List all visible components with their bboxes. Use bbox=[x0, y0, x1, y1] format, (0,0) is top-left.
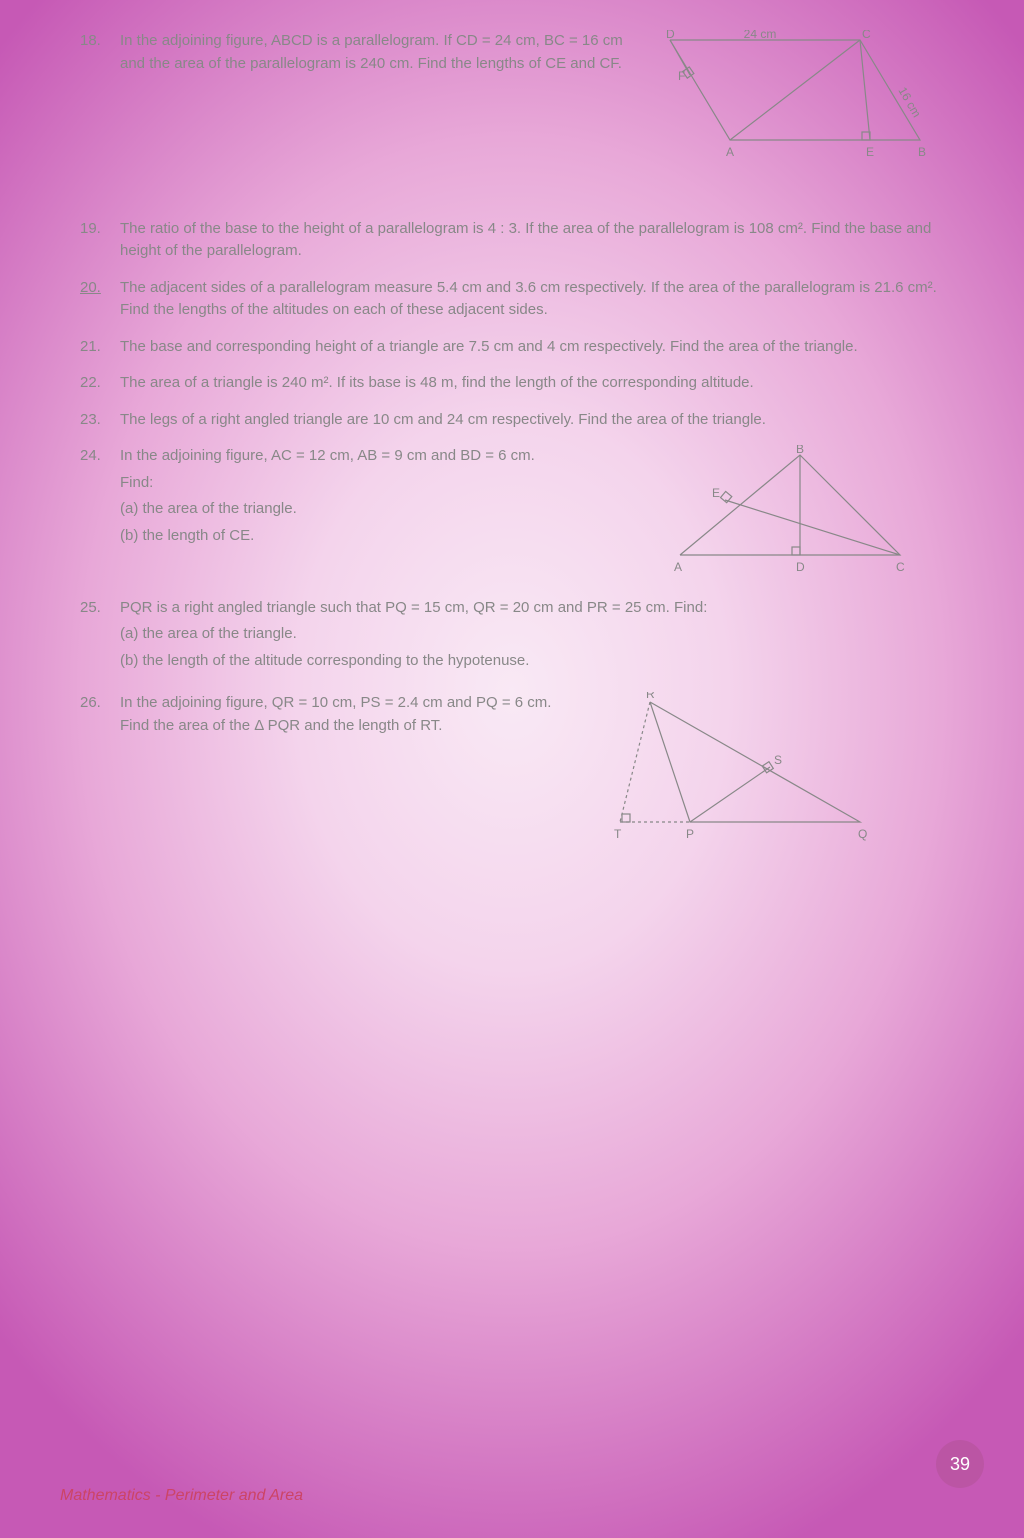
svg-text:T: T bbox=[614, 827, 622, 841]
figure-q26: R S Q P T bbox=[590, 692, 890, 855]
question-number: 24. bbox=[80, 445, 120, 583]
question-body: The legs of a right angled triangle are … bbox=[120, 409, 964, 432]
svg-text:E: E bbox=[866, 145, 874, 159]
svg-text:24 cm: 24 cm bbox=[744, 30, 777, 41]
svg-text:C: C bbox=[896, 560, 905, 574]
svg-text:Q: Q bbox=[858, 827, 867, 841]
question-19: 19. The ratio of the base to the height … bbox=[80, 218, 964, 263]
svg-text:D: D bbox=[666, 30, 675, 41]
svg-text:16 cm: 16 cm bbox=[895, 85, 923, 120]
question-number: 18. bbox=[80, 30, 120, 188]
figure-q18: D 24 cm C 16 cm F A E B bbox=[650, 30, 950, 188]
q25-a: (a) the area of the triangle. bbox=[120, 623, 964, 646]
question-body: In the adjoining figure, AC = 12 cm, AB … bbox=[120, 445, 660, 583]
question-26: 26. In the adjoining figure, QR = 10 cm,… bbox=[80, 692, 964, 855]
question-23: 23. The legs of a right angled triangle … bbox=[80, 409, 964, 432]
question-body: PQR is a right angled triangle such that… bbox=[120, 597, 964, 673]
question-21: 21. The base and corresponding height of… bbox=[80, 336, 964, 359]
figure-q24: A D C B E bbox=[670, 445, 920, 583]
svg-text:S: S bbox=[774, 753, 782, 767]
question-number: 19. bbox=[80, 218, 120, 263]
question-body: In the adjoining figure, ABCD is a paral… bbox=[120, 30, 640, 188]
svg-text:B: B bbox=[918, 145, 926, 159]
svg-text:R: R bbox=[646, 692, 655, 701]
q24-a: (a) the area of the triangle. bbox=[120, 498, 660, 521]
question-24: 24. In the adjoining figure, AC = 12 cm,… bbox=[80, 445, 964, 583]
q25-b: (b) the length of the altitude correspon… bbox=[120, 650, 964, 673]
question-body: The area of a triangle is 240 m². If its… bbox=[120, 372, 964, 395]
q24-find: Find: bbox=[120, 472, 660, 495]
page-number-badge: 39 bbox=[936, 1440, 984, 1488]
question-body: The base and corresponding height of a t… bbox=[120, 336, 964, 359]
svg-text:A: A bbox=[726, 145, 734, 159]
question-body: The ratio of the base to the height of a… bbox=[120, 218, 964, 263]
footer-text: Mathematics - Perimeter and Area bbox=[60, 1484, 303, 1508]
svg-text:A: A bbox=[674, 560, 682, 574]
question-number: 23. bbox=[80, 409, 120, 432]
question-number: 21. bbox=[80, 336, 120, 359]
question-number: 26. bbox=[80, 692, 120, 855]
svg-text:F: F bbox=[678, 69, 685, 83]
question-number: 25. bbox=[80, 597, 120, 673]
question-body: The adjacent sides of a parallelogram me… bbox=[120, 277, 964, 322]
svg-text:E: E bbox=[712, 486, 720, 500]
svg-text:P: P bbox=[686, 827, 694, 841]
q24-b: (b) the length of CE. bbox=[120, 525, 660, 548]
svg-text:C: C bbox=[862, 30, 871, 41]
svg-text:D: D bbox=[796, 560, 805, 574]
question-20: 20. The adjacent sides of a parallelogra… bbox=[80, 277, 964, 322]
question-number: 20. bbox=[80, 277, 120, 322]
q25-intro: PQR is a right angled triangle such that… bbox=[120, 597, 964, 620]
question-body: In the adjoining figure, QR = 10 cm, PS … bbox=[120, 692, 580, 855]
svg-text:B: B bbox=[796, 445, 804, 456]
q24-intro: In the adjoining figure, AC = 12 cm, AB … bbox=[120, 445, 660, 468]
question-22: 22. The area of a triangle is 240 m². If… bbox=[80, 372, 964, 395]
question-number: 22. bbox=[80, 372, 120, 395]
question-18: 18. In the adjoining figure, ABCD is a p… bbox=[80, 30, 964, 188]
question-25: 25. PQR is a right angled triangle such … bbox=[80, 597, 964, 673]
